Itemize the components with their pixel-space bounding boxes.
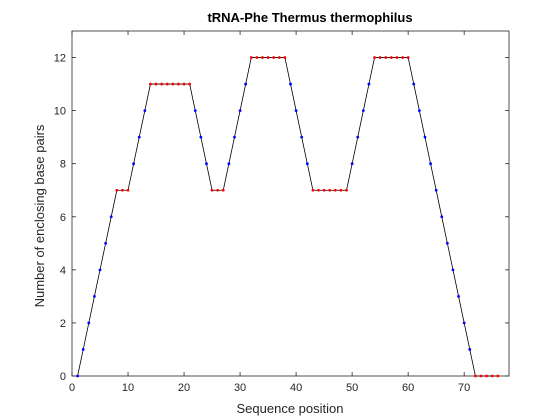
unpaired-point xyxy=(233,135,236,139)
paired-point xyxy=(373,56,376,59)
paired-point xyxy=(473,374,477,378)
paired-point xyxy=(485,374,488,378)
unpaired-point xyxy=(244,82,248,86)
paired-point xyxy=(154,82,158,86)
paired-point xyxy=(395,56,399,59)
unpaired-point xyxy=(468,348,472,351)
y-tick-label: 6 xyxy=(60,212,66,224)
unpaired-point xyxy=(76,374,80,378)
paired-point xyxy=(221,188,225,192)
paired-point xyxy=(311,188,315,192)
unpaired-point xyxy=(361,109,365,113)
x-tick-label: 10 xyxy=(122,382,134,394)
unpaired-point xyxy=(227,162,231,166)
paired-point xyxy=(345,188,348,192)
unpaired-point xyxy=(423,135,427,139)
unpaired-point xyxy=(205,162,208,166)
paired-point xyxy=(378,56,382,59)
paired-point xyxy=(266,56,270,59)
paired-point xyxy=(177,82,180,86)
x-tick-label: 50 xyxy=(346,382,358,394)
unpaired-point xyxy=(367,82,371,86)
paired-point xyxy=(121,188,124,192)
x-tick-label: 30 xyxy=(234,382,246,394)
x-tick-label: 20 xyxy=(178,382,190,394)
unpaired-point xyxy=(412,82,416,86)
paired-point xyxy=(401,56,404,59)
unpaired-point xyxy=(434,188,438,192)
paired-point xyxy=(261,56,264,59)
axes: 0 10 20 30 40 50 60 70 0 2 4 6 8 10 12 xyxy=(54,30,510,394)
unpaired-point xyxy=(132,162,136,166)
paired-point xyxy=(149,82,152,86)
unpaired-point xyxy=(109,215,113,219)
paired-point xyxy=(479,374,483,378)
unpaired-point xyxy=(289,82,292,86)
unpaired-point xyxy=(445,241,449,245)
paired-point xyxy=(384,56,388,59)
unpaired-point xyxy=(81,348,85,351)
paired-point xyxy=(406,56,410,59)
y-tick-label: 2 xyxy=(60,318,66,330)
unpaired-point xyxy=(93,294,96,298)
unpaired-point xyxy=(238,109,242,113)
paired-point xyxy=(277,56,281,59)
series-line xyxy=(77,57,498,377)
plot-area xyxy=(76,56,500,378)
paired-point xyxy=(165,82,169,86)
unpaired-point xyxy=(294,109,298,113)
y-tick-label: 12 xyxy=(54,53,66,65)
y-tick-label: 0 xyxy=(60,371,66,383)
paired-point xyxy=(210,188,214,192)
paired-point xyxy=(126,188,130,192)
paired-point xyxy=(171,82,175,86)
paired-point xyxy=(160,82,164,86)
unpaired-point xyxy=(300,135,304,139)
paired-point xyxy=(389,56,393,59)
x-axis-label: Sequence position xyxy=(237,401,344,416)
unpaired-point xyxy=(457,294,460,298)
unpaired-point xyxy=(417,109,421,113)
x-tick-label: 40 xyxy=(290,382,302,394)
y-tick-label: 10 xyxy=(54,106,66,118)
unpaired-point xyxy=(350,162,354,166)
unpaired-point xyxy=(440,215,444,219)
paired-point xyxy=(339,188,343,192)
unpaired-point xyxy=(98,268,102,272)
unpaired-point xyxy=(305,162,309,166)
unpaired-point xyxy=(137,135,141,139)
paired-point xyxy=(115,188,119,192)
paired-point xyxy=(272,56,276,59)
paired-point xyxy=(333,188,337,192)
unpaired-point xyxy=(462,321,466,325)
unpaired-point xyxy=(451,268,455,272)
paired-point xyxy=(496,374,500,378)
paired-point xyxy=(490,374,494,378)
unpaired-point xyxy=(356,135,360,139)
unpaired-point xyxy=(199,135,203,139)
x-tick-label: 70 xyxy=(458,382,470,394)
unpaired-point xyxy=(429,162,432,166)
paired-point xyxy=(322,188,326,192)
unpaired-point xyxy=(193,109,197,113)
y-axis-label: Number of enclosing base pairs xyxy=(32,124,47,307)
paired-point xyxy=(328,188,332,192)
paired-point xyxy=(188,82,192,86)
paired-point xyxy=(182,82,186,86)
y-tick-label: 4 xyxy=(60,265,66,277)
paired-point xyxy=(216,188,220,192)
paired-point xyxy=(255,56,259,59)
paired-point xyxy=(317,188,320,192)
paired-point xyxy=(283,56,287,59)
chart-title: tRNA-Phe Thermus thermophilus xyxy=(207,10,412,25)
x-tick-label: 0 xyxy=(69,382,75,394)
x-tick-label: 60 xyxy=(402,382,414,394)
unpaired-point xyxy=(143,109,147,113)
paired-point xyxy=(249,56,253,59)
unpaired-point xyxy=(87,321,91,325)
y-tick-label: 8 xyxy=(60,159,66,171)
unpaired-point xyxy=(104,241,108,245)
plot-box xyxy=(71,30,510,377)
